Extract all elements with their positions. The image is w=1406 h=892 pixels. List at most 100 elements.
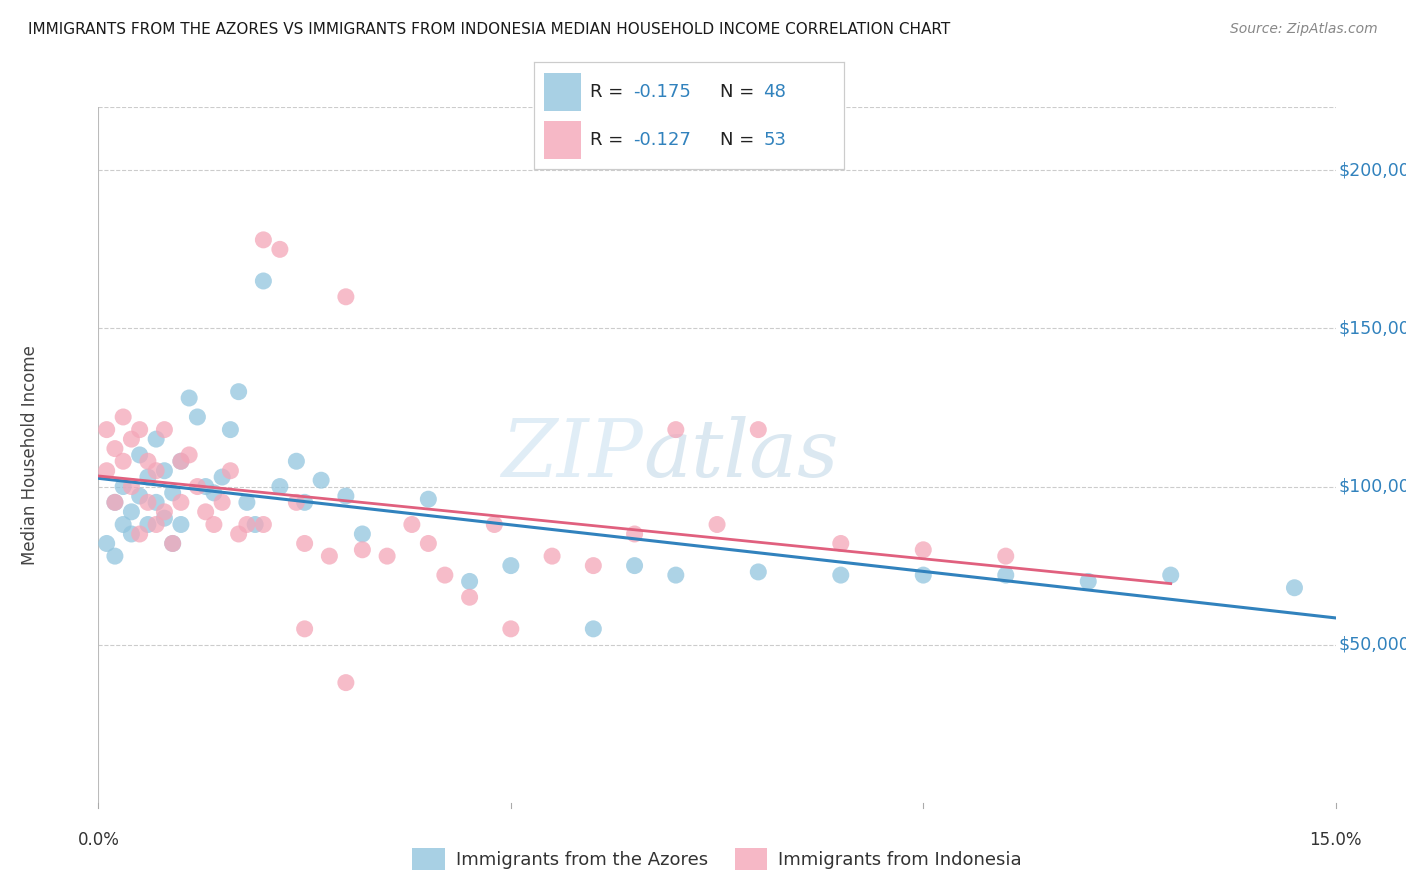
Text: 0.0%: 0.0% (77, 830, 120, 848)
Point (335, 675, 357, 690)
Point (706, 517, 728, 532)
Point (375, 549, 398, 563)
Point (179, 391, 201, 405)
Point (145, 432, 167, 446)
Point (211, 495, 233, 509)
Point (499, 622, 522, 636)
Point (179, 448, 201, 462)
Text: Median Household Income: Median Household Income (21, 345, 39, 565)
Point (830, 536, 852, 550)
Point (252, 233, 274, 247)
Point (145, 517, 167, 532)
Text: R =: R = (591, 84, 628, 102)
Point (269, 243, 291, 257)
Point (128, 489, 150, 503)
Point (170, 454, 193, 468)
Point (294, 536, 316, 550)
Point (170, 495, 193, 509)
Point (994, 549, 1017, 563)
Point (623, 558, 645, 573)
Point (112, 517, 135, 532)
Point (1077, 574, 1099, 589)
Point (747, 423, 769, 437)
Point (418, 536, 440, 550)
Point (162, 486, 184, 500)
Point (484, 517, 506, 532)
Point (228, 384, 250, 399)
Point (1160, 568, 1182, 582)
Text: atlas: atlas (643, 417, 838, 493)
Point (401, 517, 423, 532)
Point (104, 442, 127, 456)
Point (243, 517, 266, 532)
Point (186, 409, 208, 424)
Text: R =: R = (591, 130, 628, 148)
Point (170, 517, 193, 532)
Point (194, 479, 217, 493)
Text: 15.0%: 15.0% (1309, 830, 1362, 848)
Text: Source: ZipAtlas.com: Source: ZipAtlas.com (1230, 22, 1378, 37)
Point (162, 536, 184, 550)
Point (912, 568, 935, 582)
Point (541, 549, 564, 563)
Point (96, 423, 118, 437)
Text: N =: N = (720, 84, 759, 102)
Point (912, 542, 935, 557)
Point (582, 622, 605, 636)
Point (202, 517, 225, 532)
Point (285, 454, 308, 468)
Point (623, 527, 645, 541)
Point (145, 464, 167, 478)
Text: -0.127: -0.127 (633, 130, 692, 148)
Point (194, 505, 217, 519)
Point (269, 479, 291, 493)
Point (352, 527, 374, 541)
Text: $200,000: $200,000 (1339, 161, 1406, 179)
Point (219, 423, 242, 437)
Point (335, 489, 357, 503)
Point (665, 568, 688, 582)
Text: 48: 48 (763, 84, 786, 102)
Point (112, 454, 135, 468)
Point (499, 558, 522, 573)
Point (202, 486, 225, 500)
Point (294, 495, 316, 509)
Point (285, 495, 308, 509)
Text: ZIP: ZIP (501, 417, 643, 493)
Text: $150,000: $150,000 (1339, 319, 1406, 337)
Point (747, 565, 769, 579)
Point (153, 464, 176, 478)
Point (120, 505, 142, 519)
Point (318, 549, 340, 563)
Point (252, 517, 274, 532)
Text: -0.175: -0.175 (633, 84, 692, 102)
Point (830, 568, 852, 582)
Point (186, 479, 208, 493)
Point (128, 448, 150, 462)
Point (665, 423, 688, 437)
Point (352, 542, 374, 557)
Point (219, 464, 242, 478)
Point (153, 505, 176, 519)
Point (309, 473, 332, 487)
Point (96, 536, 118, 550)
Point (1284, 581, 1306, 595)
Point (112, 479, 135, 493)
Bar (544, 121, 581, 159)
Point (120, 527, 142, 541)
Point (136, 517, 159, 532)
Point (153, 511, 176, 525)
Point (582, 558, 605, 573)
Point (236, 517, 259, 532)
Text: IMMIGRANTS FROM THE AZORES VS IMMIGRANTS FROM INDONESIA MEDIAN HOUSEHOLD INCOME : IMMIGRANTS FROM THE AZORES VS IMMIGRANTS… (28, 22, 950, 37)
Point (252, 274, 274, 288)
Point (104, 495, 127, 509)
Point (136, 454, 159, 468)
Point (170, 454, 193, 468)
Point (120, 479, 142, 493)
Point (96, 464, 118, 478)
Point (136, 495, 159, 509)
Text: $50,000: $50,000 (1339, 636, 1406, 654)
Point (433, 568, 456, 582)
Text: $100,000: $100,000 (1339, 477, 1406, 496)
